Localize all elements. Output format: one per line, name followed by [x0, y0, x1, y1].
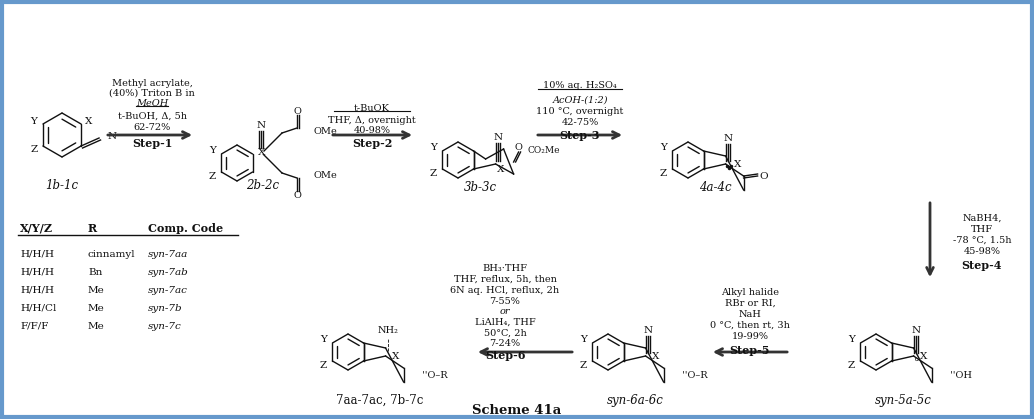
- Text: Bn: Bn: [88, 267, 102, 277]
- Text: N: N: [108, 132, 116, 140]
- Text: syn-5a-5c: syn-5a-5c: [875, 393, 932, 406]
- Text: ''OH: ''OH: [949, 370, 972, 380]
- Text: 50°C, 2h: 50°C, 2h: [484, 328, 526, 337]
- Text: Y: Y: [660, 142, 667, 152]
- Text: MeOH: MeOH: [135, 98, 169, 108]
- Text: H/H/H: H/H/H: [20, 285, 54, 295]
- Text: 0 °C, then rt, 3h: 0 °C, then rt, 3h: [710, 321, 790, 329]
- Text: 19-99%: 19-99%: [731, 331, 768, 341]
- Text: X: X: [651, 352, 660, 360]
- Text: X: X: [497, 165, 505, 173]
- Text: t-BuOK: t-BuOK: [354, 103, 390, 112]
- Text: cinnamyl: cinnamyl: [88, 249, 135, 259]
- Text: OMe: OMe: [314, 127, 338, 135]
- Text: Me: Me: [88, 321, 104, 331]
- Text: THF: THF: [971, 225, 993, 233]
- Text: RBr or RI,: RBr or RI,: [725, 298, 776, 308]
- Text: t-BuOH, Δ, 5h: t-BuOH, Δ, 5h: [118, 111, 186, 121]
- Text: X: X: [392, 352, 399, 360]
- Text: Y: Y: [321, 334, 327, 344]
- Text: 45-98%: 45-98%: [964, 246, 1001, 256]
- Text: X/Y/Z: X/Y/Z: [20, 222, 53, 233]
- Text: NaBH4,: NaBH4,: [963, 214, 1002, 222]
- Text: Y: Y: [31, 116, 37, 126]
- Text: O: O: [293, 191, 301, 199]
- Text: O: O: [759, 171, 768, 181]
- Text: syn-7ab: syn-7ab: [148, 267, 189, 277]
- Text: 7-24%: 7-24%: [489, 339, 520, 347]
- Text: 2b-2c: 2b-2c: [246, 178, 279, 191]
- Text: 7-55%: 7-55%: [489, 297, 520, 305]
- Text: Z: Z: [320, 360, 327, 370]
- Text: Methyl acrylate,: Methyl acrylate,: [112, 78, 192, 88]
- Text: AcOH-(1:2): AcOH-(1:2): [552, 96, 608, 104]
- Text: 40-98%: 40-98%: [354, 126, 391, 134]
- Text: Step-5: Step-5: [730, 344, 770, 355]
- Text: N: N: [911, 326, 920, 334]
- Text: NaH: NaH: [738, 310, 761, 318]
- Text: Z: Z: [209, 171, 216, 181]
- Text: 7aa-7ac, 7b-7c: 7aa-7ac, 7b-7c: [336, 393, 424, 406]
- Text: Me: Me: [88, 303, 104, 313]
- Text: X: X: [734, 160, 741, 168]
- Text: BH₃·THF: BH₃·THF: [483, 264, 527, 272]
- Text: syn-7b: syn-7b: [148, 303, 183, 313]
- Text: 4a-4c: 4a-4c: [699, 181, 731, 194]
- Text: H/H/Cl: H/H/Cl: [20, 303, 57, 313]
- Text: Y: Y: [848, 334, 855, 344]
- Text: Z: Z: [848, 360, 855, 370]
- Text: Comp. Code: Comp. Code: [148, 222, 223, 233]
- Text: syn-6a-6c: syn-6a-6c: [607, 393, 664, 406]
- Text: Step-4: Step-4: [962, 259, 1002, 271]
- Text: Y: Y: [430, 142, 437, 152]
- Text: Z: Z: [430, 168, 437, 178]
- Text: ''O–R: ''O–R: [422, 370, 448, 380]
- Text: N: N: [723, 134, 732, 142]
- Text: syn-7ac: syn-7ac: [148, 285, 188, 295]
- Text: Alkyl halide: Alkyl halide: [721, 287, 779, 297]
- Text: or: or: [499, 307, 510, 316]
- Text: H/H/H: H/H/H: [20, 267, 54, 277]
- Text: OMe: OMe: [314, 171, 338, 179]
- Text: F/F/F: F/F/F: [20, 321, 49, 331]
- Text: syn-7aa: syn-7aa: [148, 249, 188, 259]
- Text: Step-1: Step-1: [131, 137, 173, 148]
- Text: 42-75%: 42-75%: [561, 117, 599, 127]
- Text: N: N: [493, 132, 503, 142]
- Text: LiAlH₄, THF: LiAlH₄, THF: [475, 318, 536, 326]
- Text: NH₂: NH₂: [377, 326, 398, 334]
- Text: X: X: [920, 352, 927, 360]
- Text: CO₂Me: CO₂Me: [527, 145, 560, 155]
- Text: 62-72%: 62-72%: [133, 122, 171, 132]
- Text: O: O: [293, 106, 301, 116]
- Text: THF, reflux, 5h, then: THF, reflux, 5h, then: [454, 274, 556, 284]
- Text: 3b-3c: 3b-3c: [463, 181, 496, 194]
- Text: Z: Z: [30, 145, 37, 153]
- Text: Z: Z: [660, 168, 667, 178]
- Text: Me: Me: [88, 285, 104, 295]
- Text: Z: Z: [580, 360, 587, 370]
- Text: Step-3: Step-3: [559, 129, 601, 140]
- Text: O: O: [515, 142, 522, 152]
- Text: Step-6: Step-6: [485, 349, 525, 360]
- Text: N: N: [643, 326, 652, 334]
- Text: 10% aq. H₂SO₄: 10% aq. H₂SO₄: [543, 80, 617, 90]
- Text: N: N: [256, 121, 266, 129]
- Text: X: X: [257, 147, 265, 157]
- Text: H/H/H: H/H/H: [20, 249, 54, 259]
- Text: THF, Δ, overnight: THF, Δ, overnight: [328, 116, 416, 124]
- Text: Step-2: Step-2: [352, 137, 392, 148]
- Text: 6N aq. HCl, reflux, 2h: 6N aq. HCl, reflux, 2h: [451, 285, 559, 295]
- Text: ''O–R: ''O–R: [681, 370, 707, 380]
- Text: -78 °C, 1.5h: -78 °C, 1.5h: [952, 235, 1011, 245]
- Text: 110 °C, overnight: 110 °C, overnight: [537, 106, 624, 116]
- Text: R: R: [88, 222, 97, 233]
- Text: Y: Y: [209, 145, 216, 155]
- Text: (40%) Triton B in: (40%) Triton B in: [110, 88, 194, 98]
- Text: Scheme 41a: Scheme 41a: [473, 403, 561, 416]
- Text: Y: Y: [580, 334, 587, 344]
- Text: syn-7c: syn-7c: [148, 321, 182, 331]
- Text: X: X: [85, 116, 93, 126]
- Text: 1b-1c: 1b-1c: [45, 178, 79, 191]
